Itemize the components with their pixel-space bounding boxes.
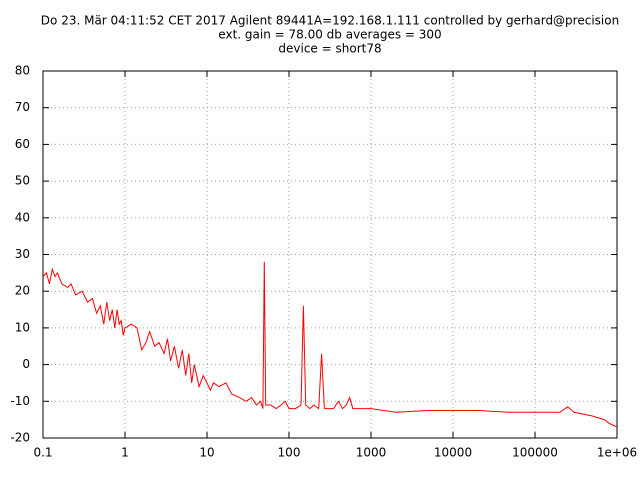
data-line <box>42 261 618 428</box>
x-tick-label: 10 <box>199 446 214 460</box>
x-tick-label: 100000 <box>512 446 558 460</box>
x-tick-label: 1e+06 <box>597 446 637 460</box>
x-tick-label: 10000 <box>434 446 472 460</box>
y-tick-label: 50 <box>15 174 30 188</box>
y-tick-label: 40 <box>15 210 30 224</box>
y-tick-label: 70 <box>15 100 30 114</box>
x-tick-label: 1 <box>121 446 129 460</box>
x-tick-label: 100 <box>278 446 301 460</box>
y-tick-label: -20 <box>10 431 30 445</box>
y-tick-label: 20 <box>15 284 30 298</box>
y-tick-label: -10 <box>10 394 30 408</box>
chart-title: device = short78 <box>278 42 381 56</box>
y-tick-label: 0 <box>22 357 30 371</box>
x-tick-label: 1000 <box>356 446 387 460</box>
y-tick-label: 60 <box>15 137 30 151</box>
chart-title: Do 23. Mär 04:11:52 CET 2017 Agilent 894… <box>41 14 619 28</box>
y-tick-label: 10 <box>15 320 30 334</box>
plot-frame <box>42 70 618 439</box>
x-tick-label: 0.1 <box>33 446 52 460</box>
chart-title: ext. gain = 78.00 db averages = 300 <box>218 28 441 42</box>
y-tick-label: 30 <box>15 247 30 261</box>
y-tick-label: 80 <box>15 64 30 78</box>
